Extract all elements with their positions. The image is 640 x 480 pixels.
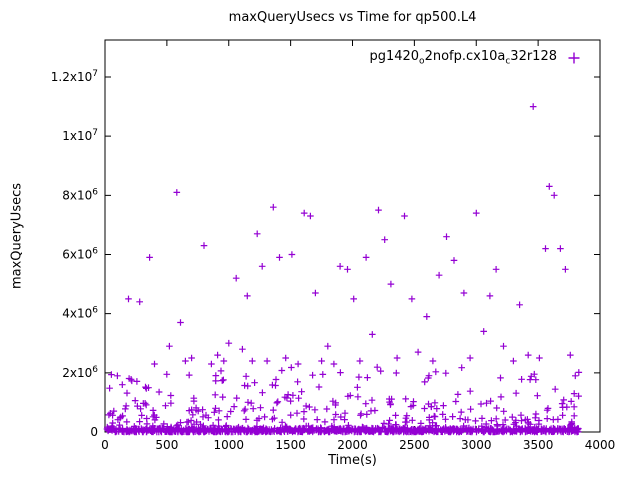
x-tick-label: 0 (101, 438, 109, 452)
legend-label: pg1420o2nofp.cx10ac32r128 (369, 49, 557, 67)
y-tick-label: 4x106 (62, 306, 98, 321)
y-tick-label: 8x106 (62, 187, 98, 202)
x-tick-label: 1500 (275, 438, 306, 452)
x-tick-label: 3000 (461, 438, 492, 452)
y-tick-label: 1.2x107 (51, 69, 98, 84)
x-tick-label: 2000 (337, 438, 368, 452)
plot-border (104, 39, 601, 433)
y-tick-label: 2x106 (62, 365, 98, 380)
y-tick-label: 0 (90, 425, 98, 439)
y-tick-label: 1x107 (62, 128, 98, 143)
x-axis-label: Time(s) (328, 453, 377, 468)
x-tick-label: 3500 (523, 438, 554, 452)
chart-title: maxQueryUsecs vs Time for qp500.L4 (228, 10, 477, 25)
plus-marker-icon (568, 52, 580, 64)
scatter-band-points (103, 363, 583, 436)
scatter-outlier-points (114, 103, 579, 388)
legend: pg1420o2nofp.cx10ac32r128 (369, 49, 582, 67)
x-tick-label: 2500 (399, 438, 430, 452)
y-tick-label: 6x106 (62, 246, 98, 261)
x-tick-label: 4000 (585, 438, 616, 452)
x-tick-label: 1000 (213, 438, 244, 452)
x-tick-label: 500 (155, 438, 178, 452)
